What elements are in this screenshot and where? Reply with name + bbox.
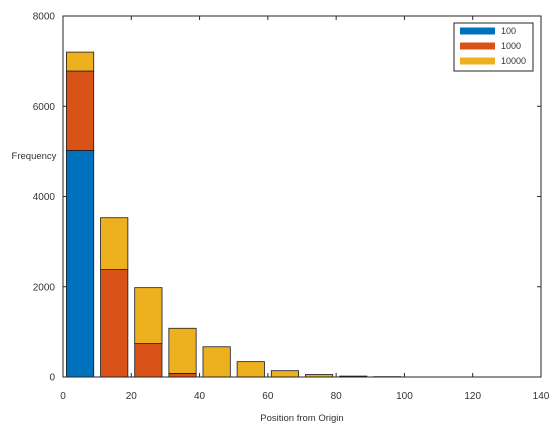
x-tick-label: 140 (533, 391, 550, 402)
legend-swatch-1000 (460, 43, 495, 50)
bars-group (66, 52, 401, 377)
y-axis-label: Frequency (12, 151, 57, 162)
x-axis-label: Position from Origin (260, 413, 343, 424)
bar-segment-10000-25 (135, 288, 162, 344)
legend-label-100: 100 (501, 26, 516, 36)
bar-segment-10000-55 (237, 362, 264, 377)
y-tick-label: 2000 (33, 282, 56, 293)
bar-segment-10000-65 (271, 371, 298, 377)
bar-segment-1000-5 (66, 71, 93, 150)
x-tick-label: 20 (126, 391, 138, 402)
bar-segment-1000-35 (169, 373, 196, 377)
x-tick-label: 60 (262, 391, 274, 402)
legend-swatch-100 (460, 28, 495, 35)
x-tick-label: 0 (60, 391, 66, 402)
bar-segment-100-5 (66, 150, 93, 377)
y-tick-label: 6000 (33, 102, 56, 113)
bar-segment-1000-15 (101, 270, 128, 377)
bar-segment-10000-35 (169, 328, 196, 373)
x-tick-label: 40 (194, 391, 206, 402)
legend: 100 1000 10000 (454, 23, 533, 71)
legend-label-10000: 10000 (501, 56, 526, 66)
x-tick-label: 120 (464, 391, 481, 402)
x-tick-label: 100 (396, 391, 413, 402)
bar-segment-10000-5 (66, 52, 93, 71)
legend-swatch-10000 (460, 58, 495, 65)
bar-segment-10000-45 (203, 347, 230, 377)
y-tick-label: 8000 (33, 12, 56, 23)
bar-segment-10000-15 (101, 218, 128, 270)
y-tick-label: 0 (49, 373, 55, 384)
y-tick-label: 4000 (33, 192, 56, 203)
legend-label-1000: 1000 (501, 41, 521, 51)
x-tick-label: 80 (331, 391, 343, 402)
bar-segment-1000-25 (135, 344, 162, 377)
